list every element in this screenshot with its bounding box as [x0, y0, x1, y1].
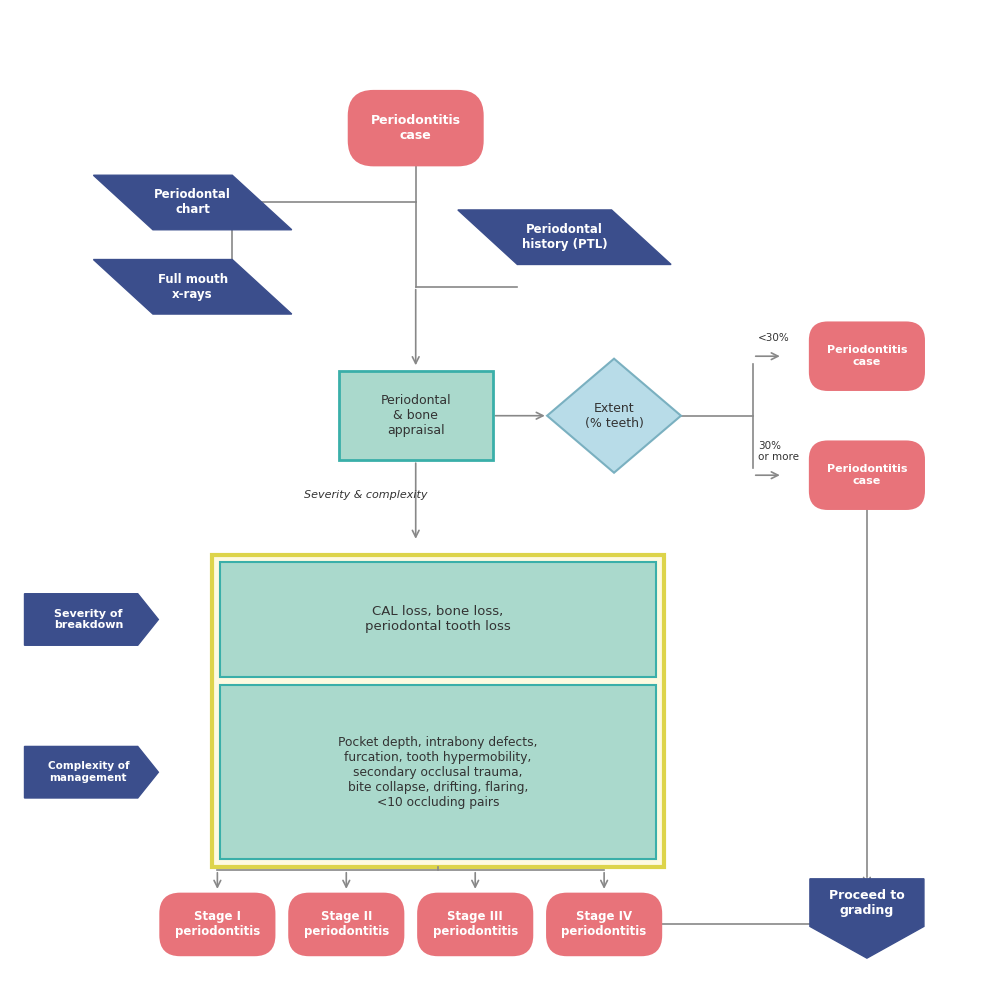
Text: Stage II
periodontitis: Stage II periodontitis — [304, 910, 389, 938]
Text: Stage IV
periodontitis: Stage IV periodontitis — [562, 910, 647, 938]
FancyBboxPatch shape — [349, 91, 483, 165]
FancyBboxPatch shape — [220, 562, 656, 677]
Text: Periodontitis
case: Periodontitis case — [827, 464, 907, 486]
Polygon shape — [458, 210, 671, 264]
FancyBboxPatch shape — [160, 894, 274, 955]
Polygon shape — [93, 175, 292, 230]
Text: Pocket depth, intrabony defects,
furcation, tooth hypermobility,
secondary occlu: Pocket depth, intrabony defects, furcati… — [338, 736, 538, 809]
Text: Stage III
periodontitis: Stage III periodontitis — [433, 910, 518, 938]
FancyBboxPatch shape — [418, 894, 532, 955]
FancyBboxPatch shape — [810, 441, 924, 509]
Text: Extent
(% teeth): Extent (% teeth) — [585, 402, 643, 430]
FancyBboxPatch shape — [220, 685, 656, 859]
FancyBboxPatch shape — [339, 371, 493, 460]
Text: Complexity of
management: Complexity of management — [48, 761, 129, 783]
FancyBboxPatch shape — [547, 894, 661, 955]
Text: Full mouth
x-rays: Full mouth x-rays — [158, 273, 228, 301]
Text: Severity & complexity: Severity & complexity — [304, 490, 428, 500]
Polygon shape — [93, 260, 292, 314]
Text: 30%
or more: 30% or more — [758, 441, 799, 462]
FancyBboxPatch shape — [289, 894, 403, 955]
Polygon shape — [24, 594, 158, 645]
Polygon shape — [24, 746, 158, 798]
Text: Proceed to
grading: Proceed to grading — [829, 889, 905, 917]
Text: Stage I
periodontitis: Stage I periodontitis — [175, 910, 260, 938]
Text: CAL loss, bone loss,
periodontal tooth loss: CAL loss, bone loss, periodontal tooth l… — [365, 605, 511, 633]
FancyBboxPatch shape — [212, 555, 664, 867]
Polygon shape — [810, 879, 924, 958]
FancyBboxPatch shape — [810, 322, 924, 390]
Polygon shape — [547, 359, 681, 473]
Text: Periodontitis
case: Periodontitis case — [371, 114, 461, 142]
Text: Periodontitis
case: Periodontitis case — [827, 345, 907, 367]
Text: Periodontal
& bone
appraisal: Periodontal & bone appraisal — [380, 394, 451, 437]
Text: <30%: <30% — [758, 333, 790, 343]
Text: Severity of
breakdown: Severity of breakdown — [54, 609, 123, 630]
Text: Periodontal
history (PTL): Periodontal history (PTL) — [522, 223, 607, 251]
Text: Periodontal
chart: Periodontal chart — [154, 188, 231, 216]
